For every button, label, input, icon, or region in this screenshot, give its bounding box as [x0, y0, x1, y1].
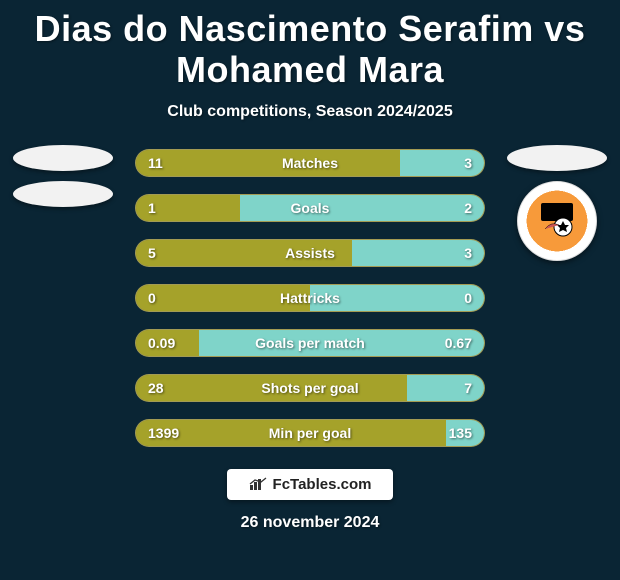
page-title: Dias do Nascimento Serafim vs Mohamed Ma…	[0, 0, 620, 91]
stat-bar: 0 Hattricks 0	[135, 284, 485, 312]
left-player-club-ellipse	[13, 181, 113, 207]
stat-bar: 0.09 Goals per match 0.67	[135, 329, 485, 357]
stats-area: 11 Matches 3 1 Goals 2 5 Assists 3 0 Hattricks 0 0.0…	[0, 149, 620, 447]
right-player-club-logo	[517, 181, 597, 261]
chart-icon	[249, 477, 267, 491]
stat-value-right: 7	[464, 380, 472, 396]
stat-value-left: 1399	[148, 425, 179, 441]
stat-bar: 1 Goals 2	[135, 194, 485, 222]
stat-label: Goals	[291, 200, 330, 216]
stat-value-left: 11	[148, 155, 163, 171]
stat-value-left: 0.09	[148, 335, 175, 351]
subtitle: Club competitions, Season 2024/2025	[167, 103, 452, 121]
stat-bar: 1399 Min per goal 135	[135, 419, 485, 447]
stat-value-right: 3	[464, 245, 472, 261]
stat-label: Goals per match	[255, 335, 365, 351]
stat-bar: 28 Shots per goal 7	[135, 374, 485, 402]
stat-value-right: 135	[449, 425, 472, 441]
right-player-column	[502, 145, 612, 261]
stat-value-left: 1	[148, 200, 156, 216]
left-player-flag-ellipse	[13, 145, 113, 171]
stat-label: Assists	[285, 245, 335, 261]
stat-label: Hattricks	[280, 290, 340, 306]
date-label: 26 november 2024	[241, 514, 380, 532]
stat-value-left: 28	[148, 380, 164, 396]
stat-value-right: 2	[464, 200, 472, 216]
site-badge[interactable]: FcTables.com	[227, 469, 394, 500]
comparison-bars: 11 Matches 3 1 Goals 2 5 Assists 3 0 Hattricks 0 0.0…	[135, 149, 485, 447]
stat-value-left: 0	[148, 290, 156, 306]
left-player-column	[8, 145, 118, 207]
site-label: FcTables.com	[273, 476, 372, 493]
stat-bar: 11 Matches 3	[135, 149, 485, 177]
stat-value-right: 0	[464, 290, 472, 306]
stat-value-left: 5	[148, 245, 156, 261]
right-player-flag-ellipse	[507, 145, 607, 171]
stat-label: Matches	[282, 155, 338, 171]
stat-label: Min per goal	[269, 425, 351, 441]
stat-value-right: 0.67	[445, 335, 472, 351]
stat-bar: 5 Assists 3	[135, 239, 485, 267]
stat-value-right: 3	[464, 155, 472, 171]
stat-label: Shots per goal	[261, 380, 358, 396]
